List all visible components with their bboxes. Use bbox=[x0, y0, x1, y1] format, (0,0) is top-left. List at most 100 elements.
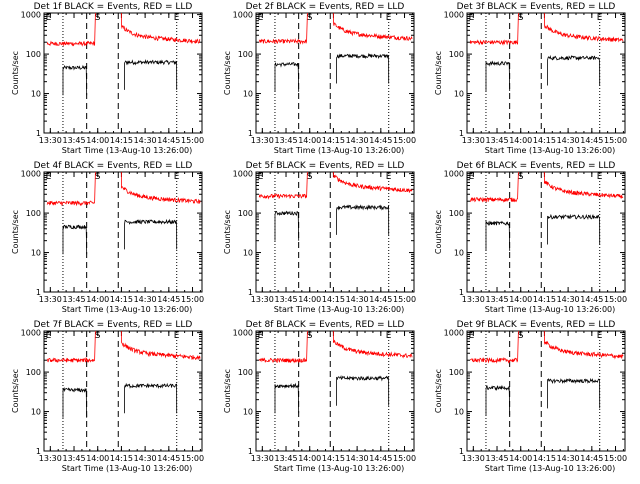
x-tick-label: 14:45 bbox=[580, 136, 603, 145]
y-tick-label: 100 bbox=[238, 209, 253, 218]
panel-det-3: Det 3f BLACK = Events, RED = LLD 1 10 100 10… bbox=[434, 2, 627, 155]
x-tick-label: 13:30 bbox=[39, 136, 62, 145]
panel-title: Det 9f BLACK = Events, RED = LLD bbox=[457, 320, 616, 330]
plot-frame bbox=[466, 12, 626, 134]
y-tick-label: 1000 bbox=[21, 170, 41, 179]
y-tick-label: 100 bbox=[26, 50, 41, 59]
x-tick-label: 14:30 bbox=[134, 136, 157, 145]
x-tick-label: 15:00 bbox=[393, 136, 416, 145]
x-tick-label: 14:00 bbox=[509, 136, 532, 145]
marker-label: S bbox=[518, 13, 524, 23]
x-tick-label: 14:30 bbox=[134, 295, 157, 304]
x-tick-label: 15:00 bbox=[393, 295, 416, 304]
x-tick-label: 14:15 bbox=[110, 295, 133, 304]
x-tick-label: 14:30 bbox=[346, 136, 369, 145]
marker-label: E bbox=[386, 13, 392, 23]
panel-title: Det 3f BLACK = Events, RED = LLD bbox=[457, 2, 616, 12]
plot-area bbox=[469, 172, 624, 251]
x-tick-label: 14:00 bbox=[298, 136, 321, 145]
lld-series-line bbox=[121, 331, 201, 361]
y-axis-label: Counts/sec bbox=[11, 51, 20, 95]
y-tick-label: 1 bbox=[459, 129, 464, 138]
panel-title: Det 8f BLACK = Events, RED = LLD bbox=[246, 320, 405, 330]
x-tick-label: 14:15 bbox=[110, 136, 133, 145]
y-tick-label: 1 bbox=[248, 129, 253, 138]
y-axis-label: Counts/sec bbox=[11, 210, 20, 254]
x-tick-label: 13:45 bbox=[485, 136, 508, 145]
y-axis-label: Counts/sec bbox=[434, 210, 443, 254]
marker-label: E bbox=[174, 172, 180, 182]
y-tick-label: 10 bbox=[454, 90, 464, 99]
marker-label: S bbox=[95, 172, 101, 182]
lld-series-line bbox=[46, 13, 96, 47]
x-tick-label: 13:30 bbox=[251, 136, 274, 145]
x-axis-label: Start Time (13-Aug-10 13:26:00) bbox=[274, 464, 405, 473]
x-tick-label: 13:30 bbox=[251, 454, 274, 463]
y-tick-label: 1000 bbox=[444, 170, 464, 179]
x-tick-label: 14:00 bbox=[86, 454, 109, 463]
y-tick-label: 10 bbox=[243, 249, 253, 258]
plot-frame bbox=[255, 330, 415, 452]
y-tick-label: 1 bbox=[36, 447, 41, 456]
lld-series-line bbox=[258, 13, 308, 45]
x-tick-label: 13:45 bbox=[274, 295, 297, 304]
y-tick-label: 100 bbox=[449, 368, 464, 377]
lld-series-line bbox=[258, 172, 308, 200]
x-tick-label: 13:30 bbox=[39, 454, 62, 463]
y-tick-label: 100 bbox=[238, 368, 253, 377]
x-tick-label: 13:30 bbox=[251, 295, 274, 304]
marker-label: E bbox=[174, 13, 180, 23]
events-series-line bbox=[124, 218, 178, 250]
x-tick-label: 15:00 bbox=[604, 454, 627, 463]
y-tick-label: 1000 bbox=[233, 329, 253, 338]
x-tick-label: 14:15 bbox=[533, 454, 556, 463]
marker-label: E bbox=[386, 331, 392, 341]
marker-label: E bbox=[258, 331, 264, 341]
panel-det-2: Det 2f BLACK = Events, RED = LLD 1 10 100 10… bbox=[223, 2, 416, 155]
x-tick-label: 14:00 bbox=[509, 295, 532, 304]
marker-label: S bbox=[518, 331, 524, 341]
x-tick-label: 13:30 bbox=[39, 295, 62, 304]
marker-label: E bbox=[174, 331, 180, 341]
events-series-line bbox=[274, 382, 300, 414]
x-tick-label: 14:15 bbox=[533, 136, 556, 145]
panel-det-6: Det 6f BLACK = Events, RED = LLD 1 10 100 10… bbox=[434, 161, 627, 314]
x-tick-label: 14:45 bbox=[580, 295, 603, 304]
marker-label: E bbox=[469, 13, 475, 23]
lld-series-line bbox=[544, 13, 624, 43]
lld-series-line bbox=[333, 172, 413, 194]
plot-frame bbox=[466, 171, 626, 293]
x-tick-label: 14:30 bbox=[134, 454, 157, 463]
y-tick-label: 10 bbox=[243, 408, 253, 417]
plot-area bbox=[258, 13, 413, 92]
lld-series-line bbox=[469, 172, 519, 203]
x-tick-label: 14:15 bbox=[533, 295, 556, 304]
marker-label: S bbox=[95, 13, 101, 23]
x-tick-label: 14:00 bbox=[86, 295, 109, 304]
events-series-line bbox=[547, 213, 601, 245]
panel-det-1: Det 1f BLACK = Events, RED = LLD 1 10 100 10… bbox=[11, 2, 204, 155]
y-tick-label: 10 bbox=[31, 408, 41, 417]
x-tick-label: 14:30 bbox=[346, 454, 369, 463]
x-tick-label: 14:00 bbox=[298, 295, 321, 304]
marker-label: E bbox=[597, 13, 603, 23]
x-tick-label: 13:45 bbox=[62, 454, 85, 463]
y-tick-label: 1000 bbox=[21, 329, 41, 338]
y-tick-label: 10 bbox=[243, 90, 253, 99]
events-series-line bbox=[124, 382, 178, 414]
marker-label: S bbox=[95, 331, 101, 341]
y-tick-label: 100 bbox=[238, 50, 253, 59]
x-tick-label: 13:30 bbox=[462, 136, 485, 145]
marker-label: E bbox=[258, 13, 264, 23]
marker-label: S bbox=[307, 172, 313, 182]
marker-label: S bbox=[307, 331, 313, 341]
events-series-line bbox=[62, 386, 88, 418]
y-tick-label: 1 bbox=[459, 447, 464, 456]
marker-label: E bbox=[258, 172, 264, 182]
x-tick-label: 15:00 bbox=[181, 454, 204, 463]
x-tick-label: 13:45 bbox=[62, 295, 85, 304]
panel-det-8: Det 8f BLACK = Events, RED = LLD 1 10 100 10… bbox=[223, 320, 416, 473]
x-tick-label: 13:30 bbox=[462, 454, 485, 463]
x-tick-label: 15:00 bbox=[604, 136, 627, 145]
y-tick-label: 10 bbox=[454, 408, 464, 417]
